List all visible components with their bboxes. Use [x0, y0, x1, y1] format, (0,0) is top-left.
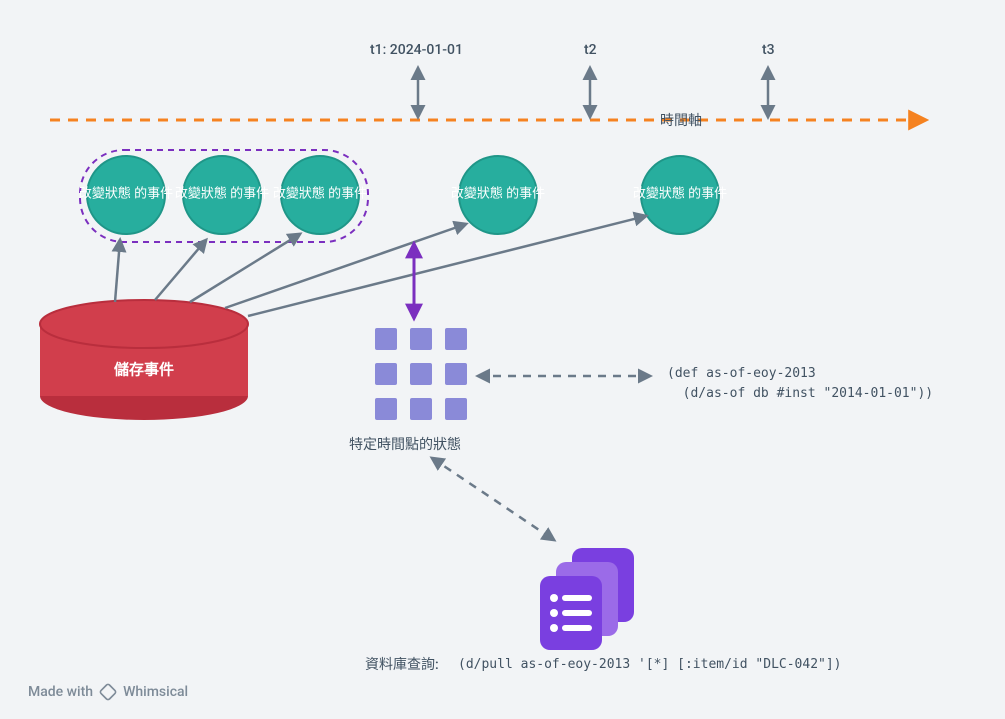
snapshot-label: 特定時間點的狀態 [349, 434, 461, 454]
event-text: 改變狀態 的事件 [451, 187, 545, 204]
t2-label: t2 [584, 42, 597, 58]
query-code: (d/pull as-of-eoy-2013 '[*] [:item/id "D… [458, 655, 842, 675]
event-text: 改變狀態 的事件 [633, 187, 727, 204]
asof-code: (def as-of-eoy-2013 (d/as-of db #inst "2… [667, 364, 933, 403]
event-text: 改變狀態 的事件 [273, 187, 367, 204]
event-text: 改變狀態 的事件 [79, 187, 173, 204]
t3-label: t3 [762, 42, 775, 58]
watermark-suffix: Whimsical [123, 684, 188, 700]
timeline-label: 時間軸 [660, 110, 702, 130]
query-label: 資料庫查詢: [365, 654, 439, 674]
db-arrow [190, 234, 300, 302]
watermark: Made with Whimsical [28, 683, 188, 701]
doc-stack-icon [540, 548, 634, 650]
db-arrow [155, 240, 206, 300]
snapshot-grid [375, 328, 467, 420]
db-arrow [115, 240, 120, 302]
event-text: 改變狀態 的事件 [175, 187, 269, 204]
t1-label: t1: 2024-01-01 [370, 42, 463, 58]
snapshot-docs-arrow [432, 458, 554, 540]
watermark-prefix: Made with [28, 684, 93, 700]
whimsical-logo-icon [95, 679, 120, 704]
cylinder-label: 儲存事件 [114, 360, 174, 380]
